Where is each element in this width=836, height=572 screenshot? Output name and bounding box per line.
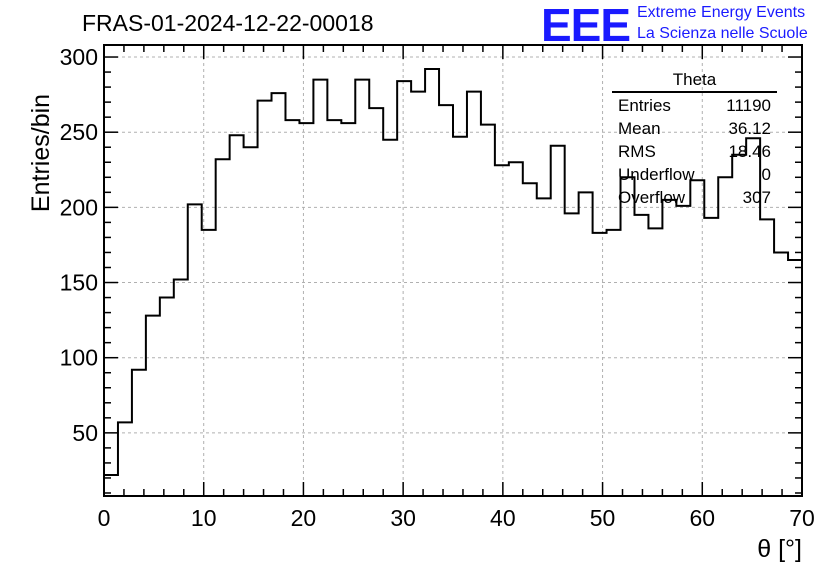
y-tick-label: 300 bbox=[60, 44, 98, 70]
eee-logo: EEE bbox=[541, 0, 631, 51]
histogram-bin bbox=[481, 125, 495, 496]
histogram-bin bbox=[509, 162, 523, 496]
stats-value: 307 bbox=[742, 188, 771, 207]
x-tick-label: 10 bbox=[191, 505, 217, 531]
histogram-bin bbox=[495, 165, 509, 496]
y-axis-label: Entries/bin bbox=[27, 93, 55, 213]
histogram-bin bbox=[258, 101, 272, 496]
histogram-bin bbox=[272, 93, 286, 496]
histogram-bin bbox=[244, 147, 258, 496]
stats-value: 0 bbox=[761, 165, 771, 184]
histogram-bin bbox=[565, 213, 579, 496]
histogram-line bbox=[103, 68, 802, 496]
y-tick-label: 50 bbox=[72, 420, 98, 446]
tick-labels: 0 10 20 30 40 50 60 70 50 100 150 200 250 300 bbox=[60, 44, 815, 531]
y-tick-label: 100 bbox=[60, 345, 98, 371]
histogram-bin bbox=[355, 80, 369, 496]
histogram-bin bbox=[634, 215, 648, 496]
histogram-bin bbox=[146, 316, 160, 496]
histogram-bin bbox=[341, 123, 355, 496]
histogram-bin bbox=[132, 370, 146, 496]
histogram-bin bbox=[174, 280, 188, 496]
histogram-bin bbox=[621, 177, 635, 496]
histogram-bin bbox=[551, 146, 565, 496]
histogram-bin bbox=[188, 204, 202, 496]
histogram-bin bbox=[327, 120, 341, 496]
stats-label: Entries bbox=[618, 96, 671, 115]
histogram-bin bbox=[397, 81, 411, 496]
x-tick-label: 60 bbox=[689, 505, 715, 531]
x-tick-label: 0 bbox=[98, 505, 111, 531]
histogram-bin bbox=[788, 260, 802, 496]
histogram-bin bbox=[313, 80, 327, 496]
x-axis-label: θ [°] bbox=[757, 535, 802, 563]
histogram-bin bbox=[523, 183, 537, 496]
histogram-bin bbox=[718, 177, 732, 496]
stats-row-entries: Entries 11190 bbox=[612, 96, 777, 119]
histogram-bin bbox=[439, 105, 453, 496]
histogram-bin bbox=[690, 180, 704, 496]
logo-line-1: Extreme Energy Events bbox=[637, 4, 806, 21]
histogram-bin bbox=[425, 69, 439, 496]
axis-ticks bbox=[103, 45, 803, 496]
histogram-bin bbox=[648, 228, 662, 496]
stats-row-underflow: Underflow 0 bbox=[612, 165, 777, 188]
y-tick-label: 250 bbox=[60, 119, 98, 145]
histogram-bin bbox=[299, 123, 313, 496]
stats-box: Theta Entries 11190 Mean 36.12 RMS 18.46… bbox=[612, 70, 777, 211]
logo-line-2: La Scienza nelle Scuole bbox=[637, 25, 808, 42]
histogram-bin bbox=[411, 92, 425, 496]
y-tick-label: 200 bbox=[60, 194, 98, 220]
x-tick-label: 30 bbox=[390, 505, 416, 531]
histogram-series bbox=[103, 68, 802, 496]
stats-row-mean: Mean 36.12 bbox=[612, 119, 777, 142]
histogram-bin bbox=[579, 192, 593, 496]
histogram-bin bbox=[467, 92, 481, 496]
histogram-bin bbox=[537, 198, 551, 496]
stats-label: Underflow bbox=[618, 165, 695, 184]
stats-value: 18.46 bbox=[728, 142, 771, 161]
histogram-bin bbox=[676, 206, 690, 496]
histogram-bin bbox=[202, 230, 216, 496]
histogram-bin bbox=[704, 218, 718, 496]
x-tick-label: 50 bbox=[590, 505, 616, 531]
histogram-bin bbox=[593, 233, 607, 496]
stats-row-overflow: Overflow 307 bbox=[612, 188, 777, 211]
stats-title: Theta bbox=[612, 70, 777, 93]
x-tick-label: 20 bbox=[291, 505, 317, 531]
stats-row-rms: RMS 18.46 bbox=[612, 142, 777, 165]
stats-value: 36.12 bbox=[728, 119, 771, 138]
histogram-bin bbox=[160, 298, 174, 496]
histogram-bin bbox=[118, 422, 132, 496]
x-tick-label: 40 bbox=[490, 505, 516, 531]
histogram-bin bbox=[607, 230, 621, 496]
y-tick-label: 150 bbox=[60, 270, 98, 296]
stats-label: Overflow bbox=[618, 188, 686, 207]
histogram-bin bbox=[383, 140, 397, 496]
stats-value: 11190 bbox=[726, 96, 771, 115]
histogram-bin bbox=[230, 135, 244, 496]
stats-label: RMS bbox=[618, 142, 656, 161]
histogram-bin bbox=[662, 200, 676, 496]
histogram-bin bbox=[369, 108, 383, 496]
plot-frame bbox=[103, 44, 803, 497]
stats-label: Mean bbox=[618, 119, 661, 138]
x-tick-label: 70 bbox=[789, 505, 815, 531]
histogram-bin bbox=[453, 137, 467, 496]
histogram-bin bbox=[216, 159, 230, 496]
chart-title: FRAS-01-2024-12-22-00018 bbox=[82, 10, 374, 36]
histogram-bin bbox=[774, 252, 788, 496]
histogram-bin bbox=[760, 219, 774, 496]
histogram-bin bbox=[285, 120, 299, 496]
